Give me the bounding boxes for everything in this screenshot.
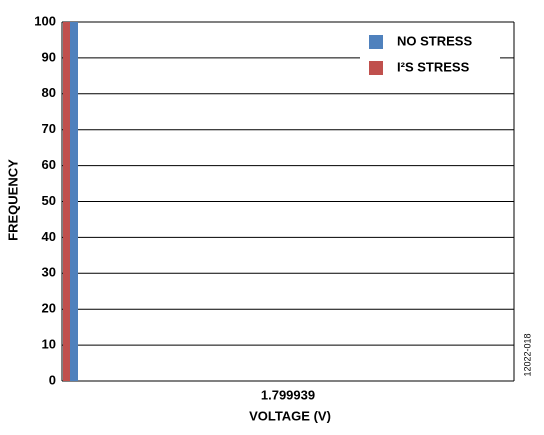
legend-swatch: [369, 61, 383, 75]
y-tick-label: 20: [42, 301, 56, 316]
y-tick-label: 10: [42, 337, 56, 352]
x-tick-label: 1.799939: [261, 387, 315, 402]
x-axis-label: VOLTAGE (V): [249, 408, 331, 423]
y-tick-label: 50: [42, 193, 56, 208]
y-tick-label: 0: [49, 372, 56, 387]
y-tick-label: 60: [42, 157, 56, 172]
bar: [63, 22, 70, 381]
bar: [70, 22, 78, 381]
y-tick-label: 70: [42, 121, 56, 136]
y-tick-label: 80: [42, 85, 56, 100]
figure-id: 12022-018: [522, 333, 532, 376]
y-tick-label: 90: [42, 49, 56, 64]
legend-swatch: [369, 35, 383, 49]
y-axis-label: FREQUENCY: [5, 159, 20, 241]
y-tick-label: 30: [42, 265, 56, 280]
y-tick-label: 100: [34, 13, 56, 28]
legend-box: [360, 30, 500, 84]
legend-label: NO STRESS: [397, 33, 472, 48]
legend-label: I²S STRESS: [397, 59, 470, 74]
y-tick-label: 40: [42, 229, 56, 244]
